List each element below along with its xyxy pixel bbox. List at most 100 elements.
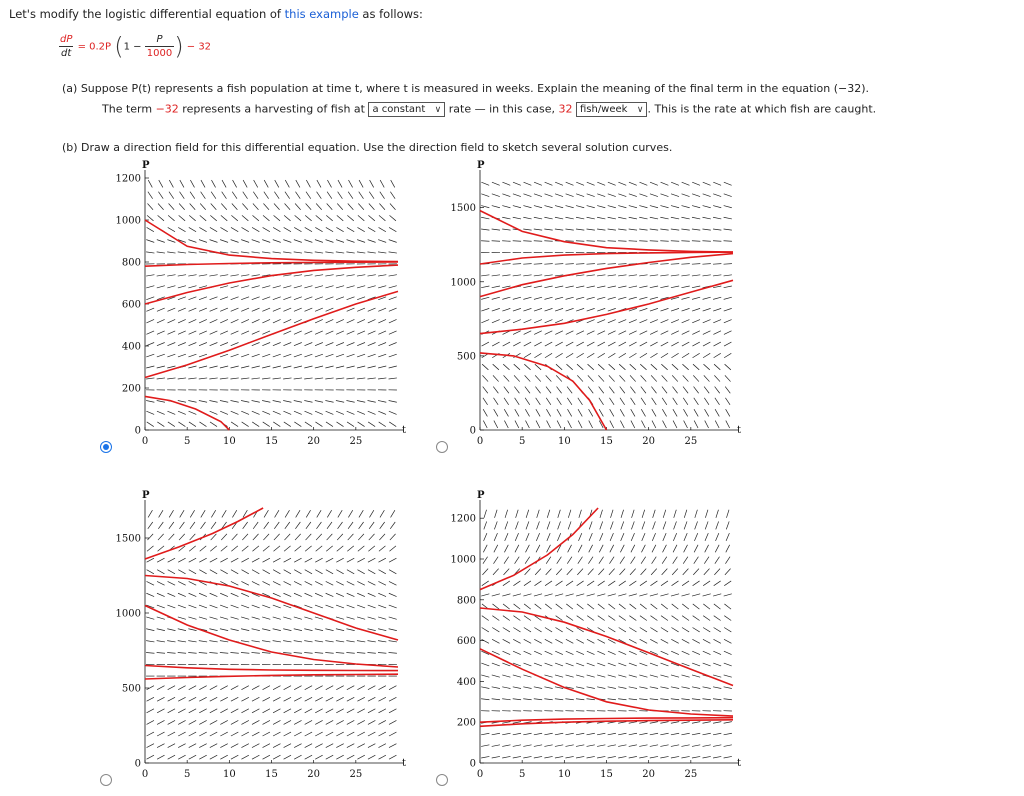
slope-mark	[367, 330, 376, 335]
slope-mark	[262, 377, 271, 380]
slope-mark	[210, 533, 217, 541]
slope-mark	[335, 640, 345, 643]
slope-mark	[262, 274, 271, 277]
slope-mark	[293, 353, 302, 358]
slope-mark	[618, 650, 627, 655]
slope-mark	[628, 319, 637, 324]
slope-mark	[618, 732, 627, 736]
solution-curve	[144, 664, 399, 672]
slope-mark	[662, 420, 667, 429]
slope-mark	[649, 732, 659, 736]
slope-mark	[693, 386, 699, 394]
slope-mark	[629, 615, 637, 621]
slope-mark	[156, 685, 165, 690]
slope-mark	[681, 319, 690, 324]
slope-mark	[536, 532, 540, 541]
slope-mark	[491, 593, 500, 597]
slope-mark	[346, 604, 355, 609]
slope-mark	[576, 674, 585, 678]
slope-mark	[481, 216, 490, 220]
slope-mark	[325, 353, 334, 358]
x-tick-label: 10	[223, 436, 236, 447]
slope-mark	[546, 509, 551, 518]
slope-mark	[367, 319, 376, 324]
slope-mark	[241, 307, 250, 312]
slope-mark	[650, 580, 658, 586]
slope-mark	[713, 580, 721, 586]
slope-mark	[702, 698, 711, 701]
slope-mark	[512, 698, 522, 701]
slope-mark	[378, 720, 387, 725]
slope-mark	[209, 342, 218, 346]
slope-mark	[199, 696, 207, 702]
slope-mark	[388, 652, 397, 654]
slope-mark	[704, 409, 710, 417]
slope-mark	[210, 203, 217, 211]
y-tick-label: 1500	[451, 203, 476, 214]
slope-mark	[146, 227, 155, 232]
slope-mark	[146, 720, 155, 725]
slope-mark	[628, 205, 638, 209]
y-tick-label: 0	[470, 426, 476, 437]
y-axis-label: P	[477, 490, 485, 501]
slope-mark	[576, 296, 585, 300]
slope-mark	[597, 603, 605, 610]
option-radio-1[interactable]	[100, 441, 112, 453]
rate-type-dropdown[interactable]: a constant ∨	[368, 102, 446, 117]
slope-mark	[714, 556, 720, 564]
slope-mark	[357, 239, 366, 243]
slope-mark	[263, 510, 269, 518]
slope-mark	[240, 628, 250, 631]
slope-mark	[314, 274, 324, 277]
slope-mark	[565, 615, 574, 621]
solution-curve	[479, 507, 599, 591]
slope-mark	[388, 377, 397, 380]
slope-mark	[283, 743, 292, 748]
slope-mark	[390, 179, 396, 188]
slope-mark	[389, 533, 396, 541]
slope-mark	[304, 410, 313, 415]
slope-mark	[209, 239, 218, 243]
p-fraction: P 1000	[144, 34, 175, 59]
slope-mark	[608, 386, 615, 394]
slope-mark	[649, 308, 659, 312]
slope-mark	[691, 216, 701, 220]
slope-mark	[220, 743, 228, 748]
slope-mark	[272, 227, 281, 232]
slope-mark	[586, 698, 595, 701]
units-dropdown[interactable]: fish/week ∨	[575, 102, 648, 117]
option-radio-4[interactable]	[436, 774, 448, 786]
slope-mark	[533, 181, 543, 186]
slope-mark	[575, 698, 585, 701]
slope-mark	[712, 263, 722, 265]
option-radio-3[interactable]	[100, 774, 112, 786]
slope-mark	[586, 216, 595, 220]
slope-mark	[723, 698, 732, 701]
example-link[interactable]: this example	[284, 7, 359, 21]
slope-mark	[670, 205, 680, 209]
slope-mark	[512, 296, 522, 300]
slope-mark	[514, 386, 520, 394]
slope-mark	[608, 375, 615, 382]
slope-mark	[358, 179, 364, 188]
option-radio-2[interactable]	[436, 441, 448, 453]
slope-mark	[577, 556, 583, 564]
slope-mark	[628, 686, 638, 689]
slope-mark	[725, 532, 730, 541]
slope-mark	[724, 580, 732, 586]
slope-mark	[494, 509, 498, 518]
slope-mark	[209, 274, 218, 277]
slope-mark	[209, 754, 218, 760]
part-a-answer: The term −32 represents a harvesting of …	[102, 102, 876, 117]
slope-mark	[314, 400, 324, 403]
solution-curve	[144, 290, 399, 379]
slope-mark	[326, 191, 333, 199]
slope-mark	[534, 363, 542, 371]
slope-mark	[670, 686, 680, 689]
slope-mark	[683, 409, 688, 417]
slope-mark	[628, 308, 637, 312]
slope-mark	[523, 330, 532, 335]
slope-mark	[523, 193, 532, 197]
slope-mark	[198, 307, 207, 312]
slope-mark	[712, 240, 722, 242]
